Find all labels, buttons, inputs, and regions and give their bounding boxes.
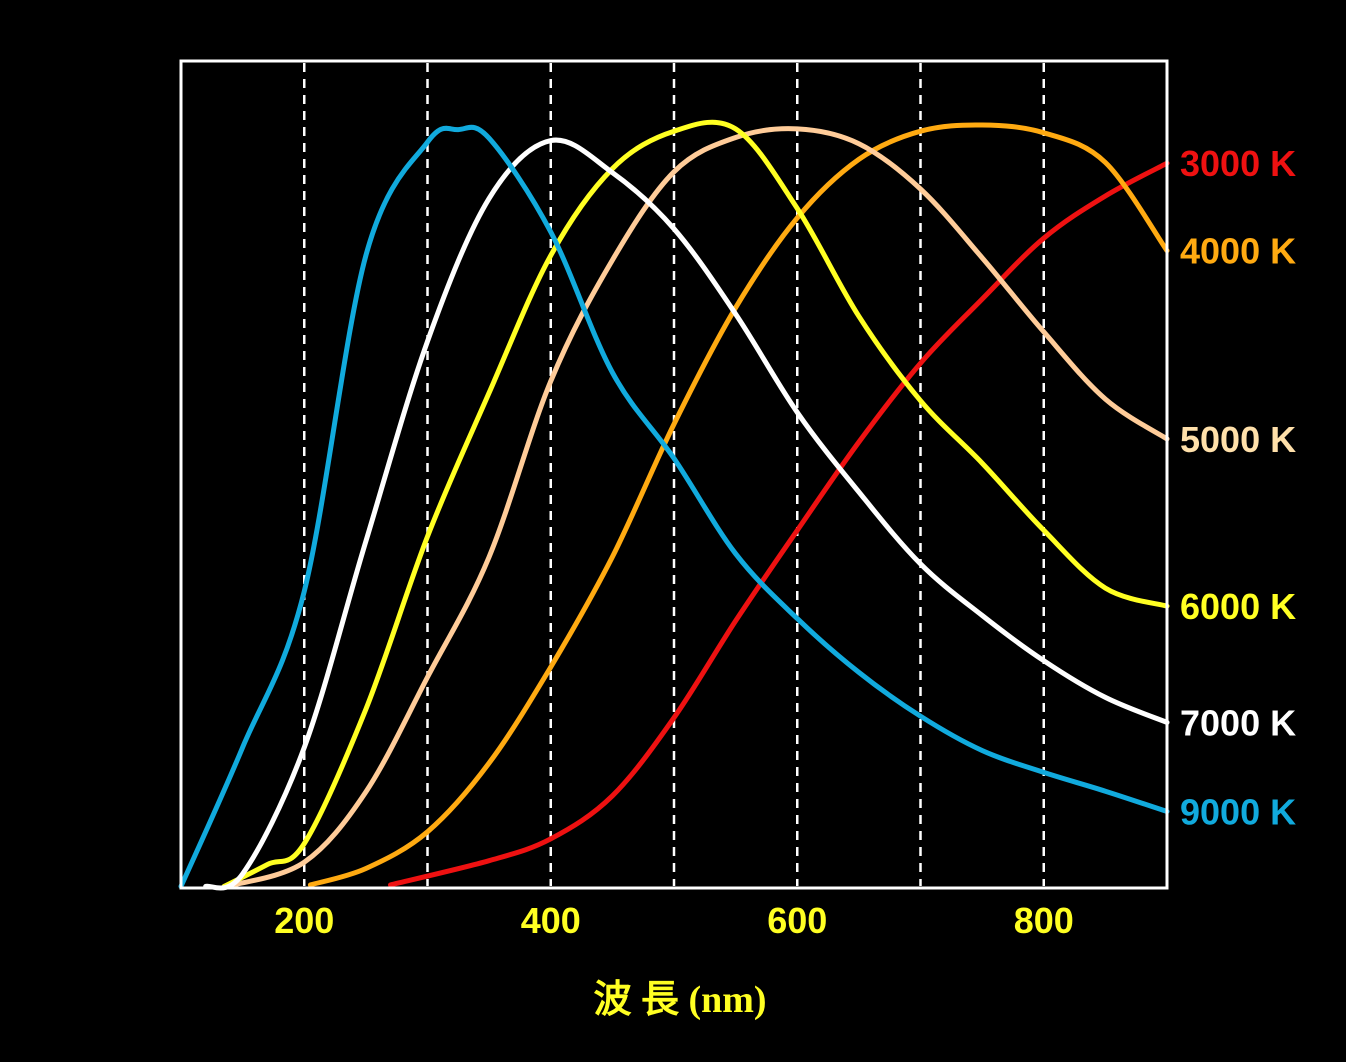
series-line-4000k	[307, 122, 1170, 888]
series-line-9000k	[178, 124, 1170, 889]
series-line-3000k	[388, 160, 1170, 888]
series-label-7000k: 7000 K	[1180, 702, 1296, 743]
series-line-5000k	[227, 126, 1170, 889]
x-tick-label-400: 400	[521, 900, 581, 941]
series-line-6000k	[221, 119, 1170, 889]
x-tick-label-600: 600	[767, 900, 827, 941]
series-label-3000k: 3000 K	[1180, 143, 1296, 184]
x-axis-title: 波 長 (nm)	[593, 979, 766, 1021]
x-tick-label-800: 800	[1014, 900, 1074, 941]
x-tick-label-200: 200	[274, 900, 334, 941]
plot-frame	[179, 59, 1169, 890]
series-label-6000k: 6000 K	[1180, 586, 1296, 627]
series-curves	[178, 119, 1170, 891]
series-line-7000k	[203, 137, 1170, 891]
series-label-9000k: 9000 K	[1180, 791, 1296, 832]
series-label-5000k: 5000 K	[1180, 419, 1296, 460]
x-tick-labels: 200 400 600 800	[274, 900, 1074, 941]
series-label-4000k: 4000 K	[1180, 231, 1296, 272]
series-labels: 3000 K 4000 K 5000 K 6000 K 7000 K 9000 K	[1180, 143, 1296, 832]
